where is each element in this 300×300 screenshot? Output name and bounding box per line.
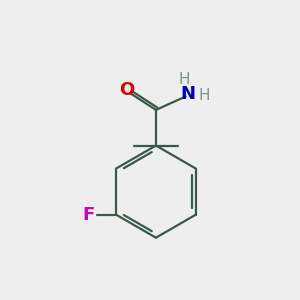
Text: H: H — [178, 72, 190, 87]
Text: N: N — [181, 85, 196, 103]
Text: H: H — [198, 88, 210, 103]
Text: F: F — [82, 206, 95, 224]
Text: O: O — [119, 81, 135, 99]
